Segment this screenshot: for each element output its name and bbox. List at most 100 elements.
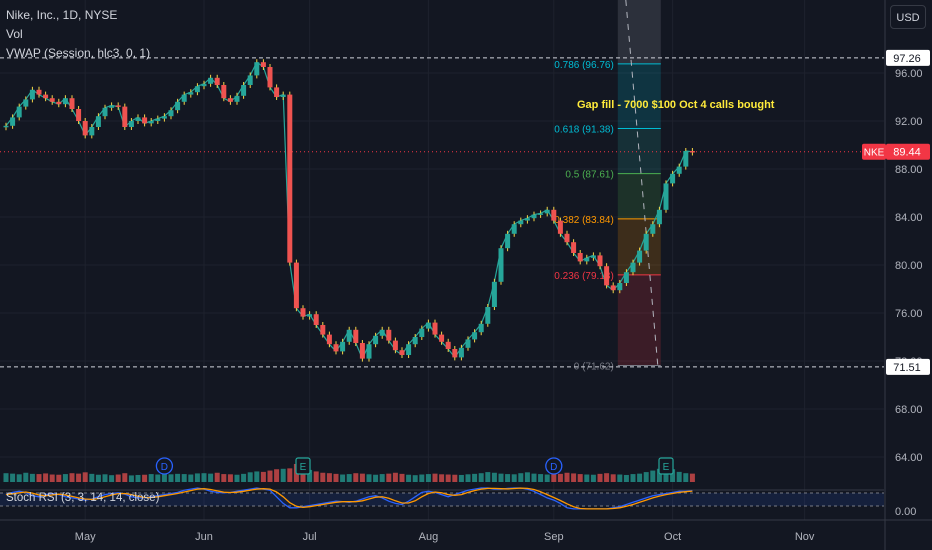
candle-body bbox=[478, 323, 484, 333]
candle-body bbox=[392, 340, 398, 351]
candle-body bbox=[498, 248, 504, 282]
volume-bar bbox=[201, 473, 207, 482]
volume-bar bbox=[531, 473, 537, 482]
candle-body bbox=[333, 344, 339, 352]
candle-body bbox=[650, 224, 656, 234]
candle-body bbox=[109, 105, 115, 108]
candle-body bbox=[76, 109, 82, 121]
candle-body bbox=[49, 98, 55, 102]
candle-body bbox=[135, 117, 141, 121]
candle-body bbox=[194, 86, 200, 93]
candle-body bbox=[95, 116, 101, 127]
x-tick-label: Nov bbox=[795, 531, 815, 543]
volume-bar bbox=[260, 471, 266, 482]
symbol-tag bbox=[862, 143, 886, 160]
volume-bar bbox=[412, 475, 418, 482]
candle-body bbox=[313, 314, 319, 325]
volume-bar bbox=[155, 474, 161, 482]
volume-bar bbox=[161, 473, 167, 482]
volume-bar bbox=[511, 474, 517, 482]
candle-body bbox=[214, 77, 220, 85]
candle-body bbox=[670, 173, 676, 184]
volume-bar bbox=[29, 473, 35, 482]
candle-body bbox=[82, 121, 88, 136]
dashed-level-tag bbox=[886, 358, 930, 375]
volume-bar bbox=[656, 468, 662, 482]
volume-bar bbox=[109, 475, 115, 482]
y-tick-label: 68.00 bbox=[895, 404, 923, 416]
fib-level-label: 0.382 (83.84) bbox=[554, 215, 614, 226]
earnings-marker-label: E bbox=[663, 462, 670, 473]
y-tick-label: 96.00 bbox=[895, 68, 923, 80]
candle-body bbox=[379, 329, 385, 336]
candle-body bbox=[518, 220, 524, 225]
volume-bar bbox=[551, 474, 557, 482]
dividend-marker-label: D bbox=[550, 462, 557, 473]
candle-body bbox=[538, 213, 544, 215]
volume-bar bbox=[10, 473, 16, 482]
volume-bar bbox=[142, 474, 148, 482]
volume-bar bbox=[234, 474, 240, 482]
candle-body bbox=[676, 166, 682, 174]
volume-bar bbox=[676, 471, 682, 482]
candle-body bbox=[208, 77, 214, 84]
x-tick-label: Sep bbox=[544, 531, 564, 543]
volume-bar bbox=[683, 473, 689, 482]
candle-body bbox=[577, 253, 583, 262]
stoch-rsi-legend: Stoch RSI (3, 3, 14, 14, close) bbox=[6, 492, 160, 504]
candle-body bbox=[241, 85, 247, 96]
candle-body bbox=[201, 83, 207, 87]
volume-bar bbox=[564, 472, 570, 482]
candle-body bbox=[656, 209, 662, 225]
candle-body bbox=[115, 105, 121, 107]
candle-body bbox=[10, 117, 16, 126]
candle-body bbox=[584, 257, 590, 262]
fib-zone-band bbox=[617, 274, 661, 366]
candle-body bbox=[188, 92, 194, 95]
candle-body bbox=[161, 116, 167, 119]
vwap-legend: VWAP (Session, hlc3, 0, 1) bbox=[6, 46, 151, 60]
volume-bar bbox=[23, 472, 29, 482]
currency-button[interactable]: USD bbox=[890, 5, 926, 29]
volume-bar bbox=[577, 474, 583, 482]
volume-bar bbox=[280, 468, 286, 482]
volume-bar bbox=[326, 473, 332, 482]
volume-bar bbox=[478, 473, 484, 482]
volume-bar bbox=[419, 474, 425, 482]
candle-body bbox=[359, 343, 365, 359]
volume-bar bbox=[135, 474, 141, 482]
candle-body bbox=[597, 255, 603, 267]
volume-bar bbox=[69, 473, 75, 482]
candle-body bbox=[29, 89, 35, 100]
candle-body bbox=[604, 266, 610, 286]
volume-bar bbox=[637, 473, 643, 482]
candle-body bbox=[122, 106, 128, 127]
earnings-marker bbox=[295, 457, 311, 475]
fib-zone-top bbox=[617, 0, 661, 64]
candle-body bbox=[491, 281, 497, 307]
x-tick-label: May bbox=[75, 531, 96, 543]
volume-bar bbox=[432, 473, 438, 482]
candle-body bbox=[683, 151, 689, 167]
candle-body bbox=[287, 94, 293, 263]
volume-bar bbox=[689, 473, 695, 482]
volume-bar bbox=[76, 473, 82, 482]
candle-body bbox=[386, 329, 392, 341]
candle-body bbox=[419, 328, 425, 337]
candle-body bbox=[399, 350, 405, 355]
volume-bar bbox=[115, 474, 121, 482]
volume-bar bbox=[379, 474, 385, 482]
candle-body bbox=[168, 110, 174, 117]
candle-body bbox=[267, 67, 273, 88]
last-price-tag bbox=[886, 143, 930, 160]
candle-body bbox=[485, 307, 491, 324]
stoch-axis-label: 0.00 bbox=[895, 506, 916, 518]
candle-body bbox=[564, 233, 570, 243]
candle-body bbox=[590, 255, 596, 258]
candle-body bbox=[689, 151, 695, 153]
fib-zone-band bbox=[617, 63, 661, 129]
candle-body bbox=[353, 329, 359, 343]
volume-bar bbox=[340, 474, 346, 482]
y-tick-label: 76.00 bbox=[895, 308, 923, 320]
